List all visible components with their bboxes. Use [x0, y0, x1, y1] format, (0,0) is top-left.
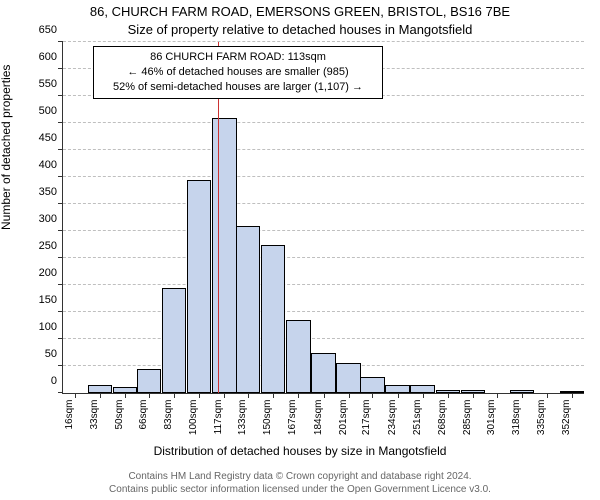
- histogram-bar: [385, 385, 409, 393]
- histogram-bar: [336, 363, 360, 393]
- y-tick-label: 0: [51, 375, 63, 387]
- x-tick-mark: [100, 393, 101, 398]
- histogram-bar: [461, 390, 485, 393]
- y-tick-label: 350: [39, 186, 63, 198]
- x-tick-label: 285sqm: [460, 400, 473, 436]
- info-box-line1: 86 CHURCH FARM ROAD: 113sqm: [102, 50, 374, 65]
- histogram-bar: [261, 245, 285, 394]
- x-tick-label: 335sqm: [534, 400, 547, 436]
- y-tick-label: 550: [39, 78, 63, 90]
- y-tick-label: 600: [39, 51, 63, 63]
- x-tick-mark: [75, 393, 76, 398]
- y-tick-label: 400: [39, 159, 63, 171]
- x-tick-mark: [349, 393, 350, 398]
- x-tick-mark: [125, 393, 126, 398]
- x-tick-label: 117sqm: [211, 400, 224, 435]
- x-tick-mark: [372, 393, 373, 398]
- y-tick-label: 650: [39, 24, 63, 36]
- histogram-bar: [88, 385, 112, 393]
- x-tick-label: 167sqm: [285, 400, 298, 436]
- y-tick-label: 300: [39, 213, 63, 225]
- y-tick-label: 250: [39, 240, 63, 252]
- x-tick-label: 133sqm: [235, 400, 248, 436]
- x-tick-mark: [423, 393, 424, 398]
- histogram-bar: [212, 118, 236, 393]
- chart-title-main: 86, CHURCH FARM ROAD, EMERSONS GREEN, BR…: [0, 4, 600, 19]
- x-tick-label: 184sqm: [311, 400, 324, 436]
- histogram-bar: [360, 377, 384, 393]
- x-tick-label: 268sqm: [435, 400, 448, 436]
- x-tick-label: 66sqm: [136, 400, 149, 430]
- x-tick-label: 234sqm: [385, 400, 398, 436]
- x-tick-mark: [199, 393, 200, 398]
- histogram-bar: [311, 353, 335, 394]
- chart-title-sub: Size of property relative to detached ho…: [0, 22, 600, 37]
- footer-line2: Contains public sector information licen…: [0, 484, 600, 497]
- plot-area: 86 CHURCH FARM ROAD: 113sqm ← 46% of det…: [62, 42, 584, 394]
- x-tick-mark: [398, 393, 399, 398]
- histogram-bar: [162, 288, 186, 393]
- info-box-line3: 52% of semi-detached houses are larger (…: [102, 80, 374, 95]
- x-tick-mark: [497, 393, 498, 398]
- y-tick-label: 200: [39, 267, 63, 279]
- x-tick-mark: [174, 393, 175, 398]
- x-tick-label: 50sqm: [112, 400, 125, 430]
- x-tick-label: 33sqm: [87, 400, 100, 430]
- x-tick-mark: [547, 393, 548, 398]
- y-tick-label: 500: [39, 105, 63, 117]
- chart-container: 86, CHURCH FARM ROAD, EMERSONS GREEN, BR…: [0, 0, 600, 500]
- info-box-line2: ← 46% of detached houses are smaller (98…: [102, 65, 374, 80]
- footer-line1: Contains HM Land Registry data © Crown c…: [0, 471, 600, 484]
- x-tick-label: 16sqm: [62, 400, 75, 430]
- x-tick-label: 251sqm: [410, 400, 423, 436]
- x-tick-mark: [572, 393, 573, 398]
- x-tick-mark: [149, 393, 150, 398]
- x-tick-mark: [224, 393, 225, 398]
- histogram-bar: [236, 226, 260, 393]
- x-tick-mark: [298, 393, 299, 398]
- info-box: 86 CHURCH FARM ROAD: 113sqm ← 46% of det…: [93, 46, 383, 99]
- x-tick-mark: [273, 393, 274, 398]
- histogram-bar: [187, 180, 211, 393]
- x-tick-label: 150sqm: [260, 400, 273, 436]
- x-tick-mark: [473, 393, 474, 398]
- histogram-bar: [560, 391, 584, 393]
- y-tick-label: 450: [39, 132, 63, 144]
- y-tick-label: 50: [45, 348, 63, 360]
- histogram-bar: [137, 369, 161, 393]
- x-tick-mark: [248, 393, 249, 398]
- histogram-bar: [436, 390, 460, 393]
- x-tick-label: 83sqm: [161, 400, 174, 430]
- x-tick-mark: [324, 393, 325, 398]
- x-tick-label: 352sqm: [559, 400, 572, 436]
- histogram-bar: [510, 390, 534, 393]
- x-tick-label: 217sqm: [359, 400, 372, 436]
- y-axis-label: Number of detached properties: [0, 65, 13, 230]
- y-tick-label: 150: [39, 294, 63, 306]
- x-tick-mark: [448, 393, 449, 398]
- x-axis-label: Distribution of detached houses by size …: [0, 444, 600, 458]
- x-tick-mark: [522, 393, 523, 398]
- x-tick-label: 318sqm: [509, 400, 522, 436]
- histogram-bar: [410, 385, 434, 393]
- x-tick-label: 301sqm: [484, 400, 497, 436]
- x-tick-label: 201sqm: [336, 400, 349, 436]
- x-tick-label: 100sqm: [186, 400, 199, 436]
- footer-attribution: Contains HM Land Registry data © Crown c…: [0, 471, 600, 496]
- histogram-bar: [113, 387, 137, 393]
- histogram-bar: [286, 320, 310, 393]
- y-tick-label: 100: [39, 321, 63, 333]
